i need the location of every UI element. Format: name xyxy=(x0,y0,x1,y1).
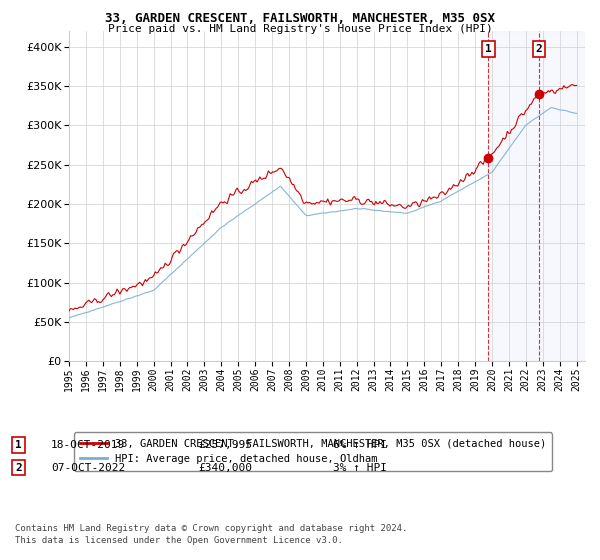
Text: Contains HM Land Registry data © Crown copyright and database right 2024.
This d: Contains HM Land Registry data © Crown c… xyxy=(15,524,407,545)
Text: 3% ↑ HPI: 3% ↑ HPI xyxy=(333,463,387,473)
Text: 07-OCT-2022: 07-OCT-2022 xyxy=(51,463,125,473)
Text: 1: 1 xyxy=(485,44,492,54)
Legend: 33, GARDEN CRESCENT, FAILSWORTH, MANCHESTER, M35 0SX (detached house), HPI: Aver: 33, GARDEN CRESCENT, FAILSWORTH, MANCHES… xyxy=(74,432,553,470)
Text: £340,000: £340,000 xyxy=(198,463,252,473)
Text: 18-OCT-2019: 18-OCT-2019 xyxy=(51,440,125,450)
Text: Price paid vs. HM Land Registry's House Price Index (HPI): Price paid vs. HM Land Registry's House … xyxy=(107,24,493,34)
Text: 6% ↑ HPI: 6% ↑ HPI xyxy=(333,440,387,450)
Bar xyxy=(488,31,585,361)
Text: 1: 1 xyxy=(15,440,22,450)
Text: 2: 2 xyxy=(535,44,542,54)
Text: £257,995: £257,995 xyxy=(198,440,252,450)
Text: 2: 2 xyxy=(15,463,22,473)
Text: 33, GARDEN CRESCENT, FAILSWORTH, MANCHESTER, M35 0SX: 33, GARDEN CRESCENT, FAILSWORTH, MANCHES… xyxy=(105,12,495,25)
